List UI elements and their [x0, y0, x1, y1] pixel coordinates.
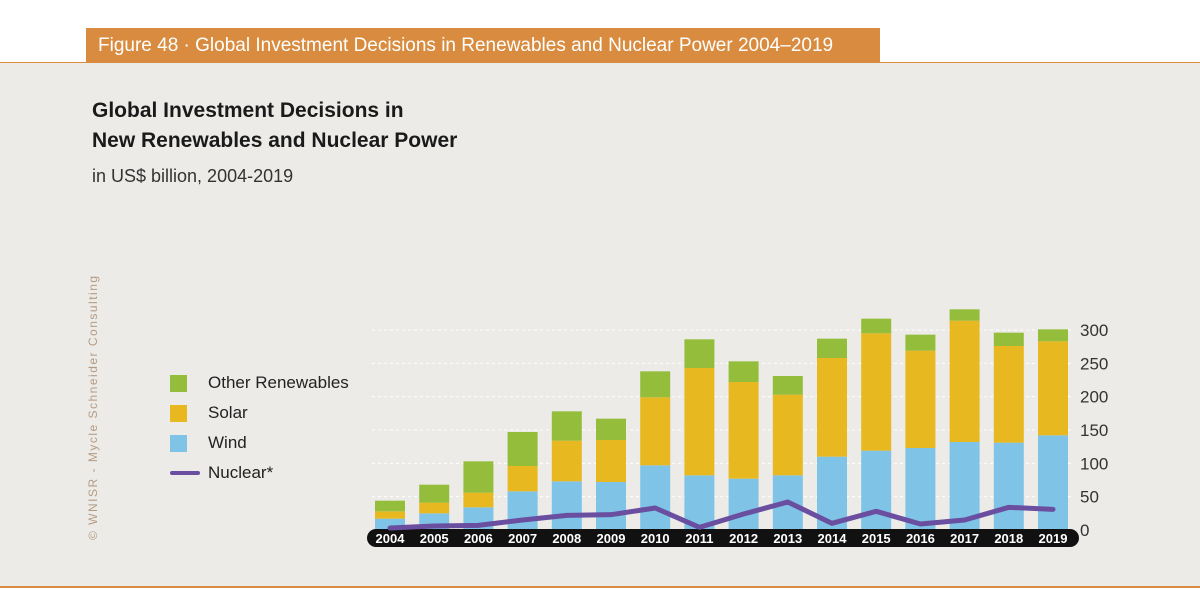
x-tick-label: 2007 — [508, 531, 537, 546]
y-tick-label: 100 — [1080, 454, 1108, 473]
x-axis-band — [367, 529, 1079, 547]
y-tick-label: 0 — [1080, 521, 1089, 540]
legend-item-other: Other Renewables — [170, 368, 349, 398]
x-tick-label: 2010 — [641, 531, 670, 546]
legend-item-solar: Solar — [170, 398, 349, 428]
bar-solar — [419, 502, 450, 514]
bar-solar — [684, 367, 715, 476]
bar-solar — [905, 350, 936, 448]
legend-swatch-wind — [170, 434, 187, 452]
bar-other — [728, 361, 759, 382]
bar-solar — [993, 345, 1024, 443]
bar-solar — [463, 492, 494, 508]
bar-other — [640, 371, 671, 398]
bar-solar — [1038, 341, 1068, 436]
legend-swatch-nuclear — [170, 471, 200, 475]
x-tick-label: 2009 — [597, 531, 626, 546]
bar-other — [772, 375, 803, 395]
x-tick-label: 2015 — [862, 531, 891, 546]
chart-legend: Other Renewables Solar Wind Nuclear* — [170, 368, 349, 488]
bar-solar — [861, 333, 892, 451]
x-tick-label: 2012 — [729, 531, 758, 546]
bar-other — [419, 484, 450, 503]
bar-other — [861, 318, 892, 334]
bar-other — [596, 418, 626, 440]
bar-other — [817, 338, 847, 358]
bar-solar — [728, 381, 759, 479]
bar-other — [507, 431, 538, 466]
bar-wind — [993, 442, 1024, 530]
bar-wind — [551, 481, 582, 530]
bar-wind — [728, 478, 759, 530]
bar-other — [993, 332, 1024, 346]
legend-item-wind: Wind — [170, 428, 349, 458]
legend-item-nuclear: Nuclear* — [170, 458, 349, 488]
y-tick-label: 50 — [1080, 488, 1099, 507]
bar-solar — [772, 394, 803, 476]
bar-other — [551, 411, 582, 441]
x-tick-label: 2016 — [906, 531, 935, 546]
bar-solar — [507, 465, 538, 492]
bar-solar — [596, 439, 626, 482]
bar-wind — [596, 481, 626, 530]
x-tick-label: 2011 — [685, 531, 713, 546]
bar-wind — [375, 518, 405, 530]
chart-title: Global Investment Decisions in New Renew… — [92, 96, 457, 156]
bar-wind — [905, 447, 936, 530]
legend-swatch-other — [170, 374, 187, 392]
bar-other — [905, 334, 936, 351]
bar-other — [375, 500, 405, 512]
legend-label-wind: Wind — [208, 433, 247, 452]
x-tick-label: 2017 — [950, 531, 979, 546]
bar-other — [1038, 329, 1068, 342]
x-tick-label: 2019 — [1039, 531, 1068, 546]
bar-other — [684, 339, 715, 368]
bar-solar — [375, 511, 405, 519]
chart-title-line2: New Renewables and Nuclear Power — [92, 129, 458, 152]
bar-wind — [861, 450, 892, 530]
bar-solar — [551, 440, 582, 482]
line-nuclear — [387, 499, 1056, 531]
bar-wind — [640, 465, 671, 530]
legend-label-nuclear: Nuclear* — [208, 463, 274, 482]
y-tick-label: 300 — [1080, 321, 1108, 340]
legend-label-other: Other Renewables — [208, 373, 349, 392]
legend-label-solar: Solar — [208, 403, 248, 422]
bar-solar — [640, 397, 671, 466]
y-tick-label: 200 — [1080, 388, 1108, 407]
x-tick-label: 2013 — [773, 531, 802, 546]
bar-wind — [507, 491, 538, 530]
y-tick-label: 150 — [1080, 421, 1108, 440]
bar-solar — [949, 320, 980, 442]
y-tick-label: 250 — [1080, 354, 1108, 373]
legend-swatch-solar — [170, 404, 187, 422]
bar-other — [949, 309, 980, 321]
x-tick-label: 2008 — [552, 531, 581, 546]
x-tick-label: 2006 — [464, 531, 493, 546]
bar-wind — [1038, 435, 1068, 530]
chart-subtitle: in US$ billion, 2004-2019 — [92, 166, 294, 186]
x-tick-label: 2014 — [818, 531, 848, 546]
x-tick-label: 2018 — [994, 531, 1023, 546]
figure-header: Figure 48 · Global Investment Decisions … — [86, 28, 880, 64]
bar-other — [463, 461, 494, 493]
chart-title-line1: Global Investment Decisions in — [92, 99, 404, 122]
bar-solar — [817, 357, 847, 457]
x-tick-label: 2004 — [376, 531, 406, 546]
x-tick-label: 2005 — [420, 531, 449, 546]
